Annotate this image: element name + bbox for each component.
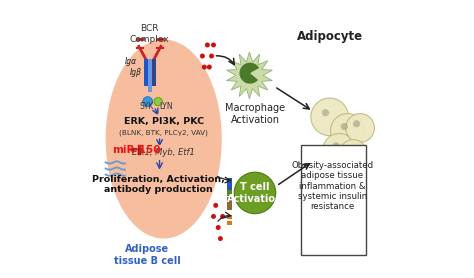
Wedge shape	[239, 63, 259, 84]
Text: Igβ: Igβ	[130, 68, 142, 77]
Circle shape	[218, 236, 223, 241]
Bar	[227, 178, 232, 190]
Circle shape	[202, 64, 207, 70]
Circle shape	[311, 98, 348, 136]
Bar	[148, 59, 152, 92]
Bar	[151, 59, 155, 86]
Text: Elk1, Myb, Etf1: Elk1, Myb, Etf1	[132, 148, 195, 157]
Circle shape	[346, 146, 354, 153]
Circle shape	[322, 109, 329, 116]
FancyBboxPatch shape	[301, 145, 365, 255]
Bar	[227, 221, 232, 225]
Circle shape	[211, 43, 216, 48]
Text: miR-150: miR-150	[112, 145, 161, 155]
Circle shape	[323, 133, 356, 167]
Circle shape	[216, 225, 221, 230]
Text: ERK, PI3K, PKC: ERK, PI3K, PKC	[124, 116, 204, 126]
Text: Igα: Igα	[125, 57, 137, 66]
Circle shape	[213, 203, 218, 208]
Circle shape	[346, 113, 374, 142]
Circle shape	[341, 123, 348, 130]
Circle shape	[220, 214, 225, 219]
Text: (BLNK, BTK, PLCγ2, VAV): (BLNK, BTK, PLCγ2, VAV)	[119, 130, 208, 136]
Text: T cell
Activation: T cell Activation	[227, 182, 283, 204]
Text: Macrophage
Activation: Macrophage Activation	[225, 103, 285, 125]
Circle shape	[234, 172, 276, 214]
Circle shape	[154, 98, 162, 106]
Bar	[227, 190, 232, 196]
Circle shape	[205, 43, 210, 48]
Circle shape	[143, 97, 153, 107]
Bar	[144, 59, 148, 86]
Circle shape	[211, 214, 216, 219]
Circle shape	[209, 54, 214, 58]
Text: BCR
Complex: BCR Complex	[130, 24, 170, 44]
Text: LYN: LYN	[160, 102, 173, 111]
Text: Adipocyte: Adipocyte	[297, 30, 363, 43]
Circle shape	[353, 120, 360, 127]
Text: Obesity-associated
adipose tissue
inflammation &
systemic insulin
resistance: Obesity-associated adipose tissue inflam…	[292, 161, 374, 211]
Polygon shape	[227, 52, 273, 99]
Ellipse shape	[106, 39, 222, 239]
Text: SYK: SYK	[140, 102, 155, 111]
Bar	[227, 215, 232, 219]
Circle shape	[330, 113, 365, 148]
Text: Adipose
tissue B cell: Adipose tissue B cell	[114, 244, 181, 266]
Circle shape	[340, 140, 366, 166]
Circle shape	[200, 54, 205, 58]
Circle shape	[332, 142, 340, 150]
Bar	[227, 197, 232, 210]
Text: Proliferation, Activation,
antibody production: Proliferation, Activation, antibody prod…	[92, 175, 225, 194]
Circle shape	[207, 64, 212, 70]
